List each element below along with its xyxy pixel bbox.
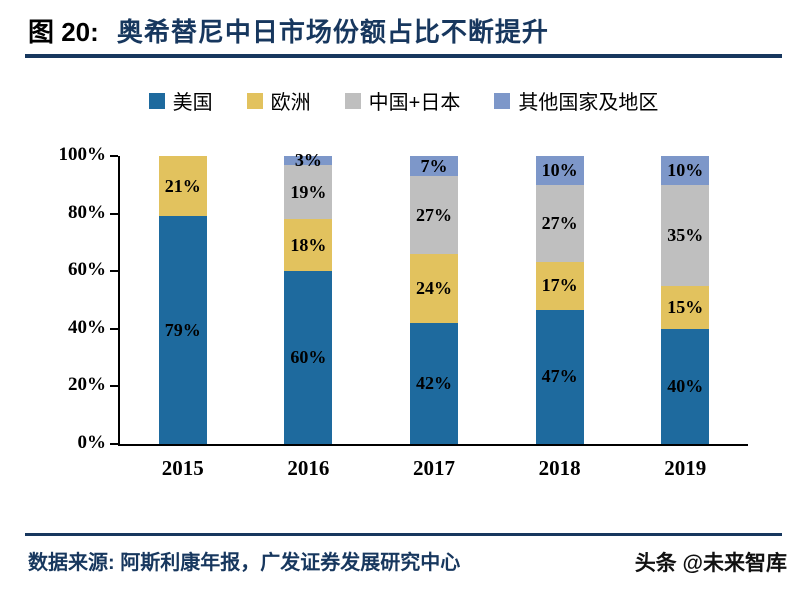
y-tick-mark bbox=[110, 385, 118, 388]
bar-value-label: 27% bbox=[541, 212, 578, 233]
bar-value-label: 3% bbox=[294, 149, 322, 170]
x-tick-label: 2017 bbox=[413, 456, 455, 480]
y-tick-label: 100% bbox=[58, 144, 107, 165]
bar-value-label: 7% bbox=[420, 155, 448, 176]
bar-value-label: 15% bbox=[667, 296, 704, 317]
y-tick-mark bbox=[110, 270, 118, 273]
legend-label: 欧洲 bbox=[270, 92, 311, 114]
x-tick-label: 2015 bbox=[161, 456, 204, 480]
y-tick-mark bbox=[110, 327, 118, 330]
bar-segment-2017-4: 7% bbox=[410, 155, 458, 177]
bar-value-label: 42% bbox=[416, 373, 452, 394]
bar-segment-2016-1: 60% bbox=[284, 271, 333, 444]
legend-item-4: 其他国家及地区 bbox=[494, 86, 658, 115]
legend-item-2: 欧洲 bbox=[246, 86, 311, 115]
legend-swatch bbox=[246, 92, 263, 109]
bar-value-label: 24% bbox=[416, 277, 452, 298]
bar-segment-2017-1: 42% bbox=[410, 323, 458, 444]
legend-label: 美国 bbox=[172, 92, 213, 114]
y-tick-label: 80% bbox=[68, 201, 106, 223]
legend-label: 中国+日本 bbox=[368, 92, 461, 114]
bar-value-label: 27% bbox=[416, 204, 452, 225]
bar-value-label: 17% bbox=[541, 275, 578, 296]
y-tick-mark bbox=[110, 212, 118, 215]
x-tick-label: 2019 bbox=[664, 456, 707, 480]
bar-segment-2019-3: 35% bbox=[661, 184, 710, 286]
bar-segment-2018-1: 47% bbox=[535, 309, 584, 444]
watermark: 头条 @未来智库 bbox=[634, 552, 787, 575]
legend-item-3: 中国+日本 bbox=[344, 86, 461, 115]
data-source: 数据来源: 阿斯利康年报，广发证券发展研究中心 bbox=[28, 552, 461, 574]
y-tick-label: 0% bbox=[77, 432, 107, 453]
bar-segment-2019-4: 10% bbox=[661, 156, 710, 185]
bar-segment-2016-4: 3% bbox=[284, 150, 333, 170]
bar-segment-2018-2: 17% bbox=[535, 261, 584, 310]
legend-swatch bbox=[148, 92, 165, 109]
bar-value-label: 47% bbox=[541, 366, 578, 387]
legend-label: 其他国家及地区 bbox=[518, 92, 659, 114]
bar-segment-2017-3: 27% bbox=[410, 176, 458, 254]
x-tick-label: 2018 bbox=[538, 456, 581, 480]
bar-segment-2015-2: 21% bbox=[158, 156, 207, 217]
bar-segment-2018-4: 10% bbox=[535, 156, 584, 185]
bar-value-label: 10% bbox=[541, 159, 578, 180]
legend-item-1: 美国 bbox=[148, 86, 213, 115]
bar-value-label: 40% bbox=[667, 375, 704, 396]
bar-segment-2017-2: 24% bbox=[410, 253, 458, 324]
legend: 美国 欧洲 中国+日本 其他国家及地区 bbox=[0, 86, 807, 115]
bar-segment-2015-1: 79% bbox=[158, 216, 207, 444]
bar-segment-2018-3: 27% bbox=[535, 184, 584, 262]
bar-value-label: 10% bbox=[667, 159, 704, 180]
plot-area: 79% 21% 60% 18% 19% 3% 42% 24% 27% 7% 47% 17% 27% 10%… bbox=[118, 150, 748, 446]
bar-value-label: 35% bbox=[667, 224, 704, 245]
bar-value-label: 19% bbox=[290, 181, 327, 202]
figure-number: 图 20: bbox=[28, 17, 99, 47]
bar-value-label: 79% bbox=[164, 319, 201, 340]
figure-title: 奥希替尼中日市场份额占比不断提升 bbox=[116, 17, 549, 47]
bar-segment-2016-2: 18% bbox=[284, 219, 333, 272]
legend-swatch bbox=[344, 92, 361, 109]
bar-value-label: 21% bbox=[164, 175, 201, 196]
x-tick-label: 2016 bbox=[287, 456, 330, 480]
y-tick-mark bbox=[110, 443, 118, 445]
legend-swatch bbox=[494, 92, 511, 109]
y-tick-label: 20% bbox=[68, 374, 106, 396]
bar-segment-2019-1: 40% bbox=[661, 328, 710, 444]
y-tick-label: 60% bbox=[68, 259, 106, 281]
bar-segment-2019-2: 15% bbox=[661, 285, 710, 329]
footer-divider bbox=[25, 533, 782, 536]
title-divider bbox=[25, 54, 782, 58]
bar-segment-2016-3: 19% bbox=[284, 164, 333, 220]
figure-header: 图 20: 奥希替尼中日市场份额占比不断提升 bbox=[28, 12, 549, 49]
y-tick-label: 40% bbox=[68, 316, 106, 338]
bar-value-label: 18% bbox=[290, 234, 327, 255]
bar-value-label: 60% bbox=[290, 347, 327, 368]
y-tick-mark bbox=[110, 155, 118, 157]
